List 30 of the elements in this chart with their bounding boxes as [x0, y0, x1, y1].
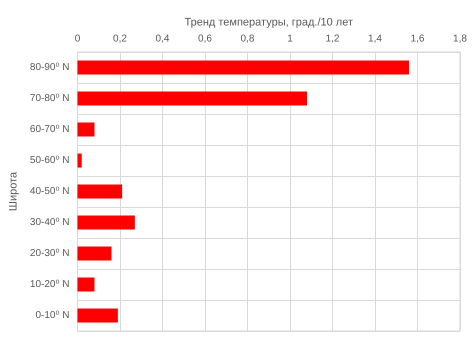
y-tick-label: 40-50⁰ N: [30, 186, 70, 197]
y-tick-label: 10-20⁰ N: [30, 279, 70, 290]
y-tick-label: 80-90⁰ N: [30, 62, 70, 73]
y-tick-label: 20-30⁰ N: [30, 248, 70, 259]
y-axis-title: Широта: [8, 171, 20, 212]
bar: [77, 216, 135, 230]
bar: [77, 122, 94, 136]
x-tick-label: 1,4: [368, 34, 382, 44]
x-tick-label: 1: [287, 34, 294, 44]
bar: [77, 184, 122, 198]
y-tick-label: 50-60⁰ N: [30, 155, 70, 166]
bar: [77, 60, 409, 74]
x-tick-label: 1,8: [453, 34, 468, 44]
x-axis-title: Тренд температуры, град./10 лет: [184, 16, 353, 28]
bar: [77, 154, 82, 168]
bar: [77, 308, 118, 322]
x-tick-label: 1,6: [410, 34, 425, 44]
y-tick-label: 30-40⁰ N: [30, 217, 70, 228]
y-tick-label: 70-80⁰ N: [30, 93, 70, 104]
x-tick-label: 0: [74, 34, 81, 44]
bar: [77, 92, 307, 106]
x-tick-label: 0,2: [113, 34, 128, 44]
x-tick-label: 1,2: [326, 34, 340, 44]
bar: [77, 246, 112, 260]
x-tick-label: 0,6: [198, 34, 212, 44]
y-tick-label: 60-70⁰ N: [30, 124, 70, 135]
x-tick-label: 0,4: [156, 34, 170, 44]
x-tick-label: 0,8: [240, 34, 255, 44]
y-tick-label: 0-10⁰ N: [35, 310, 70, 321]
bar: [77, 278, 94, 292]
